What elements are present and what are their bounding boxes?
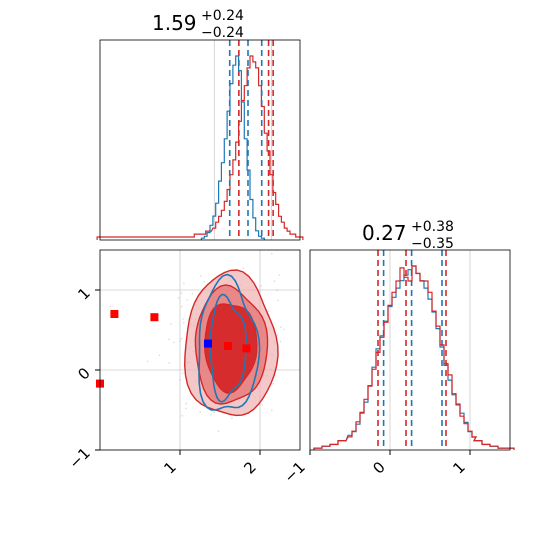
sample-point — [260, 285, 262, 287]
sample-point — [177, 296, 180, 299]
sample-point — [183, 282, 185, 285]
red-marker — [150, 313, 159, 322]
sample-point — [179, 340, 181, 342]
sample-point — [170, 323, 172, 325]
sample-point — [180, 305, 183, 308]
sample-point — [283, 328, 285, 331]
sample-point — [173, 341, 175, 344]
sample-point — [278, 274, 281, 276]
x-tick-label: 1 — [160, 458, 179, 477]
sample-point — [231, 417, 233, 420]
sample-point — [213, 411, 216, 414]
axes-frame — [99, 249, 301, 451]
red-marker — [242, 344, 251, 353]
y-tick-label: −1 — [65, 444, 93, 472]
sample-point — [182, 318, 184, 320]
y-tick-label: 1 — [74, 284, 93, 303]
sample-point — [261, 403, 263, 406]
histogram-blue — [200, 55, 265, 241]
histogram-blue — [313, 265, 515, 450]
title-param2-lower: −0.35 — [411, 236, 454, 252]
sample-point — [270, 252, 273, 255]
sample-point — [200, 275, 202, 277]
histogram-red — [96, 55, 304, 241]
sample-point — [179, 379, 181, 381]
title-param1-upper: +0.24 — [201, 8, 244, 24]
sample-point — [277, 299, 279, 302]
sample-point — [273, 280, 276, 282]
joint-contour-panel: 1 2 −1 0 1 — [65, 249, 301, 478]
title-param1-value: 1.59 — [152, 11, 197, 35]
title-param2: 0.27 +0.38 −0.35 — [362, 219, 454, 252]
histogram-red — [313, 265, 515, 450]
sample-point — [146, 360, 149, 363]
sample-point — [185, 402, 188, 405]
axes-frame — [309, 249, 511, 451]
x-tick-label: −1 — [280, 458, 308, 486]
x-tick-label: 1 — [449, 458, 468, 477]
sample-point — [168, 362, 170, 364]
blue-contour-level — [209, 293, 247, 403]
x-tick-label: 2 — [240, 458, 259, 477]
sample-point — [109, 305, 112, 307]
red-marker — [110, 310, 119, 318]
blue-marker — [204, 339, 212, 348]
sample-point — [242, 267, 245, 269]
marginal-histogram-param1 — [96, 39, 304, 241]
title-param1: 1.59 +0.24 −0.24 — [152, 8, 244, 41]
sample-point — [267, 310, 270, 313]
sample-point — [203, 280, 205, 283]
sample-point — [186, 299, 189, 301]
sample-point — [280, 326, 282, 329]
sample-point — [181, 414, 184, 417]
sample-point — [210, 413, 212, 416]
axes-frame — [99, 39, 301, 241]
sample-point — [191, 292, 194, 295]
sample-point — [168, 338, 170, 341]
title-param1-lower: −0.24 — [201, 25, 244, 41]
sample-point — [180, 292, 183, 295]
red-marker — [224, 342, 232, 350]
marginal-histogram-param2: −1 0 1 — [280, 249, 515, 486]
sample-point — [276, 289, 278, 291]
sample-point — [272, 383, 275, 385]
sample-point — [199, 411, 201, 413]
sample-point — [182, 321, 185, 324]
sample-point — [158, 354, 161, 357]
sample-point — [271, 409, 273, 411]
sample-point — [180, 337, 183, 340]
title-param2-upper: +0.38 — [411, 219, 454, 235]
title-param2-value: 0.27 — [362, 221, 407, 245]
sample-point — [279, 340, 282, 343]
sample-point — [276, 334, 279, 336]
sample-point — [181, 372, 184, 375]
sample-point — [185, 407, 187, 410]
sample-point — [217, 430, 220, 432]
x-tick-label: 0 — [369, 458, 388, 477]
blue-contour-level — [198, 273, 261, 411]
y-tick-label: 0 — [74, 364, 93, 383]
